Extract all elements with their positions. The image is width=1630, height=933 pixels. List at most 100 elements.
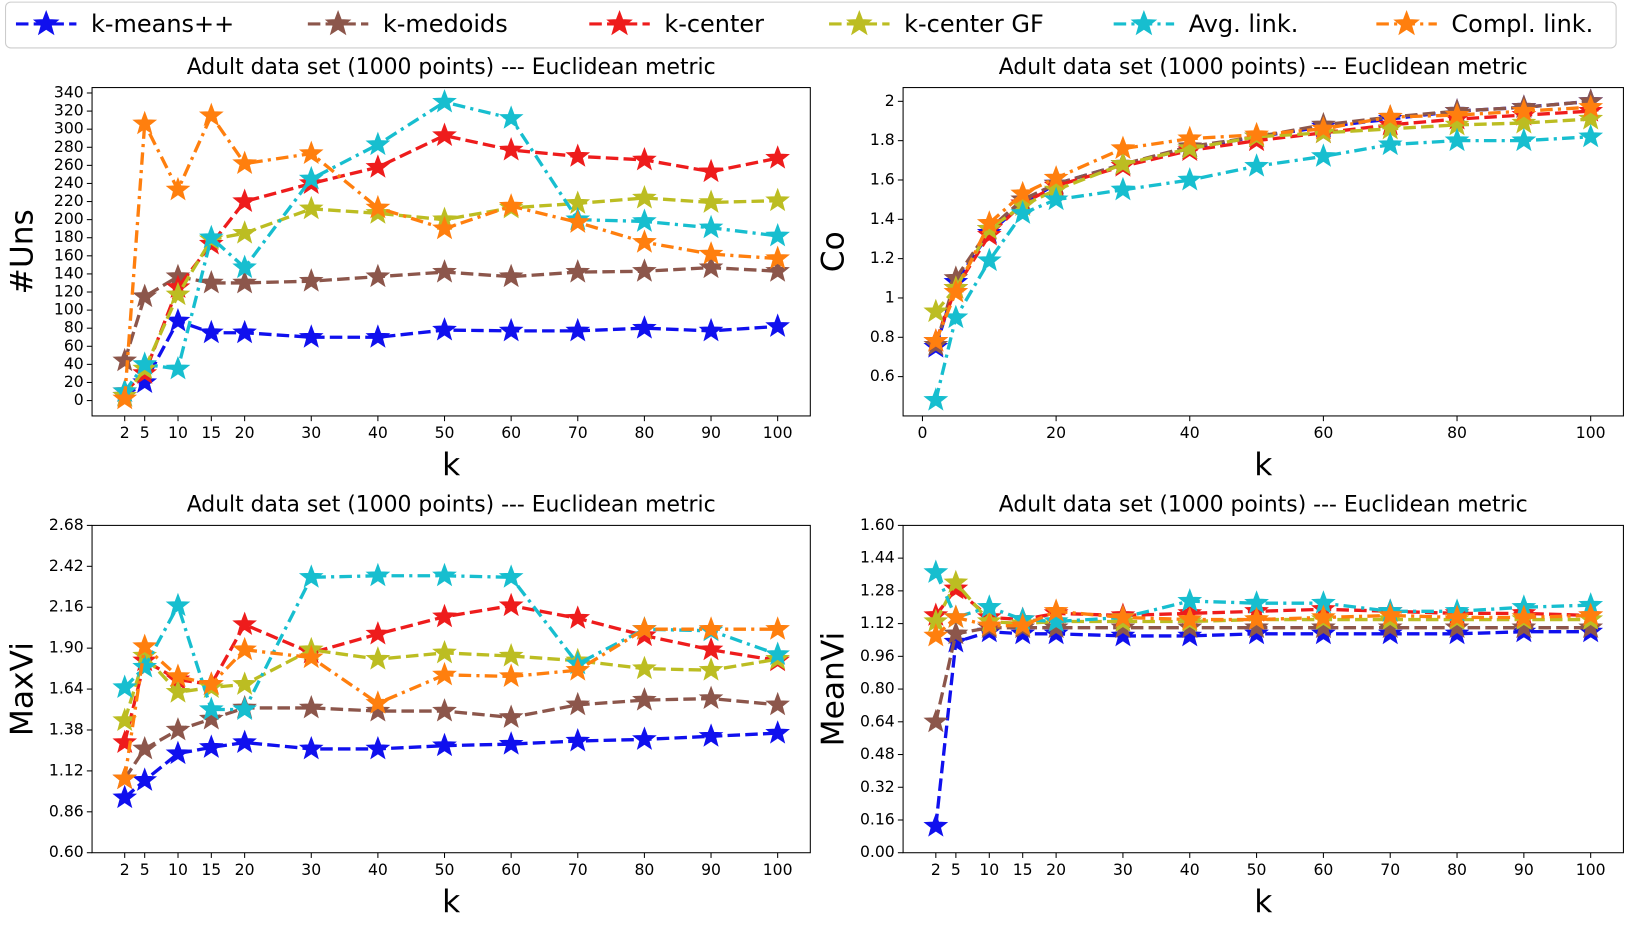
x-tick-label: 15 (201, 423, 221, 442)
data-point (232, 696, 257, 720)
data-point (698, 685, 724, 710)
y-tick-label: 0.64 (860, 711, 895, 730)
data-point (632, 726, 657, 750)
data-point (498, 263, 524, 288)
data-point (1311, 115, 1336, 140)
data-point (923, 708, 949, 733)
y-tick-label: 1.38 (49, 719, 84, 738)
data-point (698, 189, 724, 213)
chart-title: Adult data set (1000 points) --- Euclide… (999, 493, 1528, 518)
data-point (165, 679, 191, 703)
x-axis-label: k (1254, 447, 1273, 483)
data-point (165, 308, 191, 332)
x-tick-label: 60 (1313, 423, 1333, 442)
data-point (1444, 102, 1470, 126)
x-tick-label: 5 (140, 423, 150, 442)
x-tick-label: 20 (235, 860, 255, 879)
data-point (432, 562, 457, 587)
data-point (565, 691, 591, 716)
data-point (498, 592, 524, 617)
data-point (1010, 180, 1036, 205)
data-point (232, 611, 257, 636)
data-point (765, 691, 790, 716)
y-tick-label: 0 (74, 390, 84, 409)
data-point (632, 655, 657, 680)
data-point (498, 731, 524, 755)
chart-title: Adult data set (1000 points) --- Euclide… (187, 55, 716, 80)
data-point (112, 385, 138, 410)
data-point (132, 283, 158, 308)
x-tick-label: 100 (1576, 423, 1606, 442)
y-tick-label: 0.00 (860, 842, 895, 861)
x-tick-label: 10 (168, 860, 188, 879)
data-point (365, 690, 391, 714)
x-tick-label: 80 (1447, 860, 1467, 879)
x-tick-label: 100 (1576, 860, 1606, 879)
data-point (698, 657, 724, 681)
x-tick-label: 10 (168, 423, 188, 442)
data-point (1043, 598, 1069, 622)
data-point (1177, 606, 1203, 631)
x-tick-label: 50 (1247, 860, 1267, 879)
data-point (432, 698, 457, 722)
legend-label: k-center GF (904, 10, 1044, 38)
data-point (1311, 614, 1336, 639)
data-point (498, 704, 524, 728)
data-point (943, 279, 969, 303)
data-point (165, 592, 191, 617)
data-point (1043, 608, 1069, 632)
data-point (112, 765, 138, 790)
data-point (298, 195, 324, 220)
data-point (1311, 604, 1336, 628)
data-point (365, 698, 391, 722)
data-point (365, 194, 391, 219)
data-point (923, 622, 949, 647)
data-point (298, 694, 324, 719)
data-point (1177, 588, 1203, 612)
data-point (112, 729, 138, 754)
data-point (432, 603, 457, 628)
data-point (698, 214, 724, 239)
data-point (1511, 98, 1537, 122)
x-tick-label: 80 (634, 860, 654, 879)
x-axis-label: k (1254, 884, 1273, 920)
y-tick-label: 280 (54, 137, 84, 156)
data-point (132, 110, 158, 135)
y-tick-label: 60 (64, 336, 84, 355)
x-tick-label: 80 (1447, 423, 1467, 442)
data-point (298, 268, 324, 292)
data-point (565, 657, 591, 681)
data-point (765, 720, 790, 744)
data-point (165, 663, 191, 687)
y-tick-label: 220 (54, 191, 84, 210)
legend-marker (1130, 9, 1158, 36)
y-tick-label: 2.42 (49, 556, 84, 575)
data-point (923, 298, 949, 323)
data-point (1377, 614, 1403, 639)
data-point (1177, 167, 1203, 191)
y-tick-label: 1.28 (860, 580, 895, 599)
data-point (943, 604, 969, 628)
data-point (232, 729, 257, 754)
legend-marker (606, 9, 633, 36)
series-line (123, 318, 778, 398)
y-tick-label: 1.12 (860, 613, 895, 632)
y-tick-label: 300 (54, 119, 84, 138)
data-point (165, 281, 191, 306)
data-point (112, 347, 138, 372)
data-point (432, 732, 457, 757)
data-point (632, 229, 657, 253)
data-point (198, 734, 224, 758)
data-point (765, 187, 790, 212)
x-tick-label: 30 (301, 860, 321, 879)
x-tick-label: 5 (140, 860, 150, 879)
series-line (123, 100, 778, 393)
data-point (232, 319, 257, 344)
y-tick-label: 2.16 (49, 597, 84, 616)
data-point (498, 643, 524, 667)
data-point (1110, 622, 1136, 647)
y-tick-label: 100 (54, 300, 84, 319)
data-point (765, 313, 790, 337)
data-point (1377, 104, 1403, 128)
y-tick-label: 0.48 (860, 744, 895, 763)
